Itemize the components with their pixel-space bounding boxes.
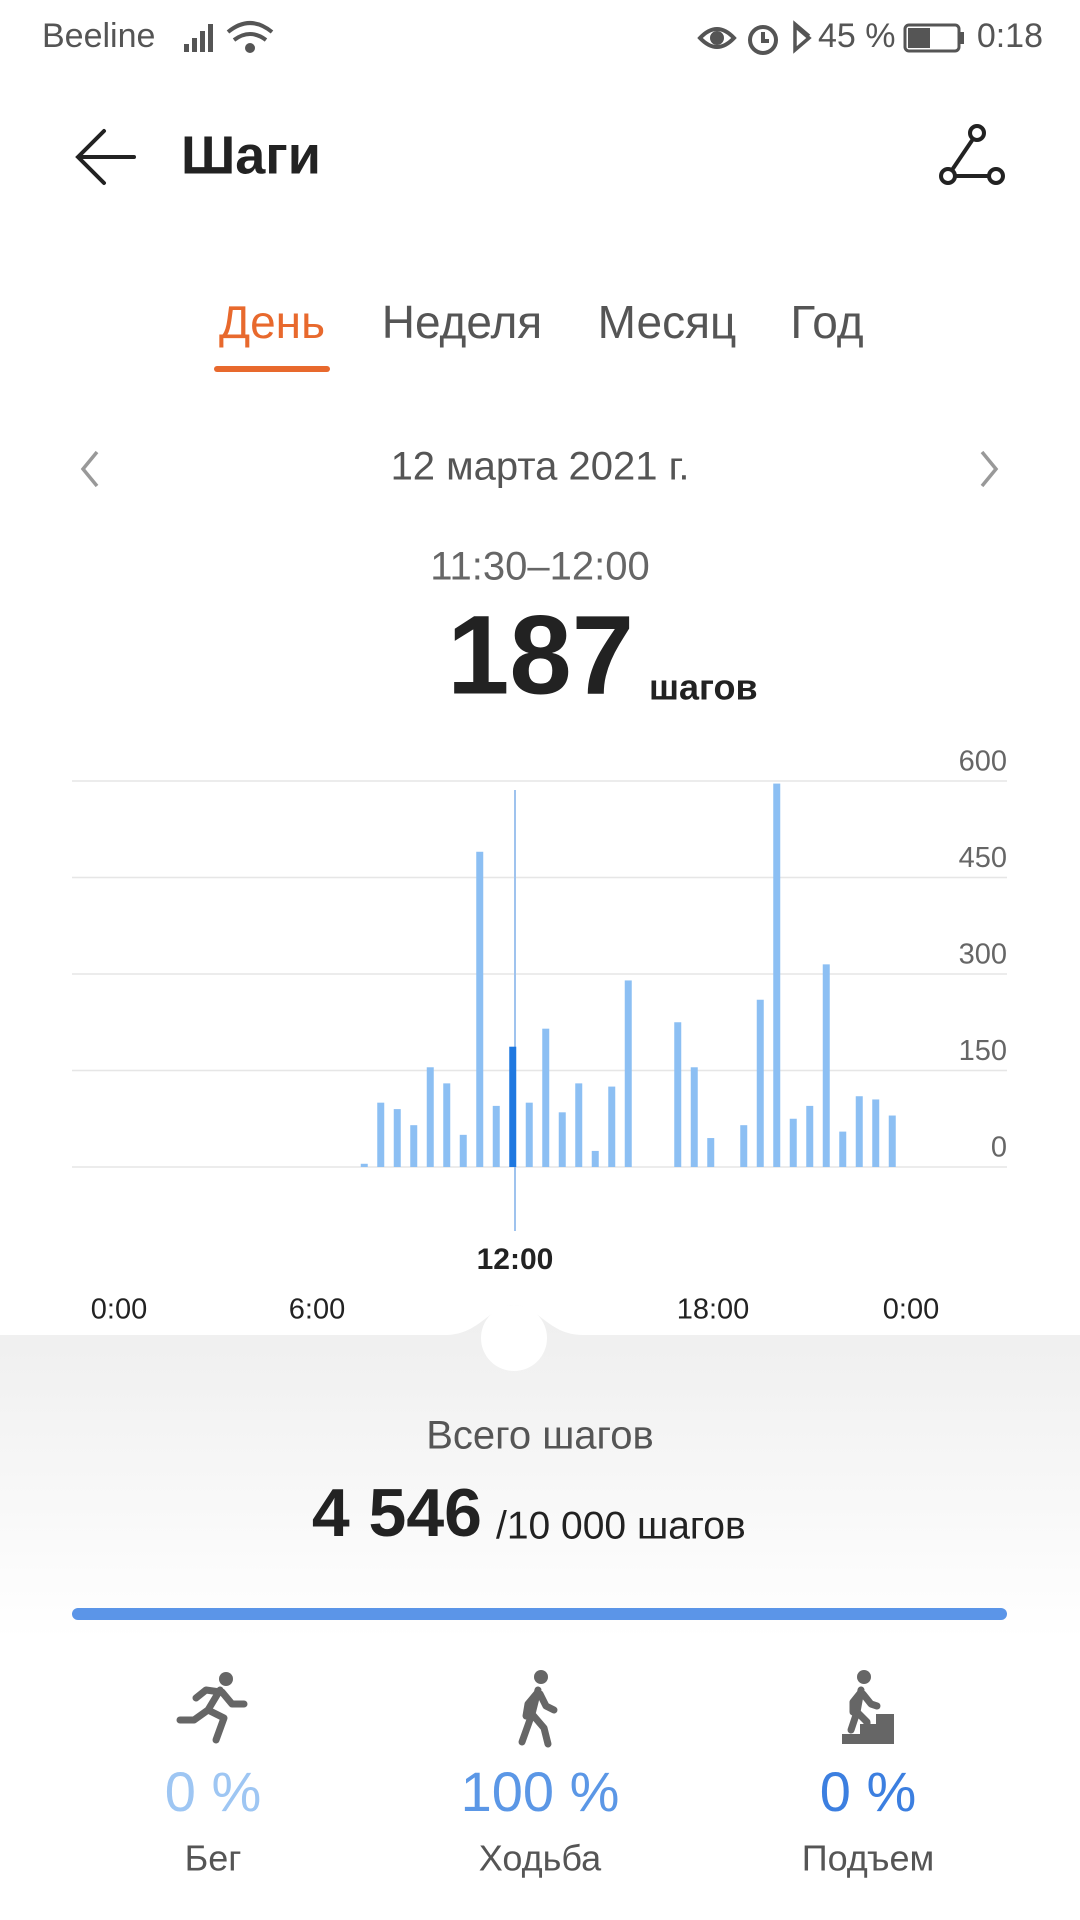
bar (707, 1138, 715, 1167)
bar (476, 851, 484, 1167)
scrubber-handle[interactable] (481, 1305, 547, 1371)
bar (377, 1102, 385, 1167)
y-tick-label: 300 (959, 939, 1007, 971)
activity-label: Подъем (802, 1838, 935, 1879)
bar (542, 1028, 550, 1167)
summary-label: Всего шагов (426, 1414, 654, 1458)
bar (393, 1109, 401, 1167)
activity-percent: 0 % (165, 1760, 262, 1823)
tab-bar: День Неделя Месяц Год (214, 296, 864, 372)
summary-total: 4 546 (312, 1475, 482, 1551)
bar (806, 1105, 814, 1167)
bar (509, 1046, 517, 1167)
bar (360, 1163, 368, 1167)
bar (822, 964, 830, 1167)
signal-icon (184, 24, 213, 52)
next-day[interactable] (980, 450, 999, 488)
tab[interactable]: Год (790, 296, 863, 348)
run-icon (176, 1672, 248, 1744)
tab[interactable]: День (219, 296, 325, 348)
climb-icon (842, 1670, 894, 1744)
activity-stats: 0 % Бег 100 % Ходьба 0 % Подъем (165, 1760, 935, 1879)
bar (525, 1102, 533, 1167)
alarm-icon (748, 25, 778, 55)
prev-day[interactable] (80, 450, 99, 488)
bar (839, 1131, 847, 1167)
back-button[interactable] (75, 129, 136, 185)
bar (756, 999, 764, 1167)
carrier: Beeline (42, 17, 155, 55)
bar (872, 1099, 880, 1167)
x-tick-label: 6:00 (289, 1294, 345, 1326)
x-tick-label: 0:00 (91, 1294, 147, 1326)
y-tick-label: 600 (959, 746, 1007, 778)
progress-bar (72, 1608, 1007, 1620)
chart: 0 150 300 450 600 0:00 6:00 12:00 18:00 0:00 (72, 746, 1007, 1326)
bar (558, 1112, 566, 1167)
bar (740, 1125, 748, 1167)
clock: 0:18 (977, 17, 1043, 55)
activity-percent: 100 % (461, 1760, 620, 1823)
summary-goal: /10 000 шагов (496, 1504, 746, 1547)
y-tick-label: 450 (959, 842, 1007, 874)
x-tick-label: 12:00 (477, 1243, 554, 1276)
bar (575, 1083, 583, 1167)
bar (459, 1134, 467, 1167)
activity-percent: 0 % (820, 1760, 917, 1823)
x-tick-label: 0:00 (883, 1294, 939, 1326)
battery-icon (903, 23, 964, 53)
bar (492, 1105, 500, 1167)
bluetooth-icon (793, 20, 812, 54)
selected-range: 11:30–12:00 (430, 545, 649, 589)
date-label: 12 марта 2021 г. (391, 445, 690, 489)
tab-indicator (214, 366, 330, 372)
tab[interactable]: Месяц (598, 296, 737, 348)
bar (789, 1118, 797, 1167)
activity-label: Бег (185, 1838, 242, 1879)
bar (624, 980, 632, 1167)
activity-label: Ходьба (479, 1838, 602, 1879)
tab[interactable]: Неделя (382, 296, 542, 348)
bar (888, 1115, 896, 1167)
eye-icon (697, 27, 737, 49)
bar (608, 1086, 616, 1167)
walk-icon (518, 1670, 558, 1748)
bar (426, 1067, 434, 1167)
x-tick-label: 18:00 (677, 1294, 750, 1326)
bar (591, 1150, 599, 1167)
bar (690, 1067, 698, 1167)
page-title: Шаги (181, 125, 321, 185)
y-tick-label: 0 (991, 1132, 1007, 1164)
bar (410, 1125, 418, 1167)
route-button[interactable] (939, 124, 1005, 185)
battery-text: 45 % (818, 17, 896, 55)
summary-panel (0, 1305, 1080, 1640)
y-tick-label: 150 (959, 1035, 1007, 1067)
bar (443, 1083, 451, 1167)
selected-unit: шагов (649, 667, 758, 708)
bar (674, 1022, 682, 1167)
bar (773, 783, 781, 1167)
selected-steps: 187 (447, 593, 634, 718)
bar (855, 1096, 863, 1167)
wifi-icon (226, 21, 274, 53)
